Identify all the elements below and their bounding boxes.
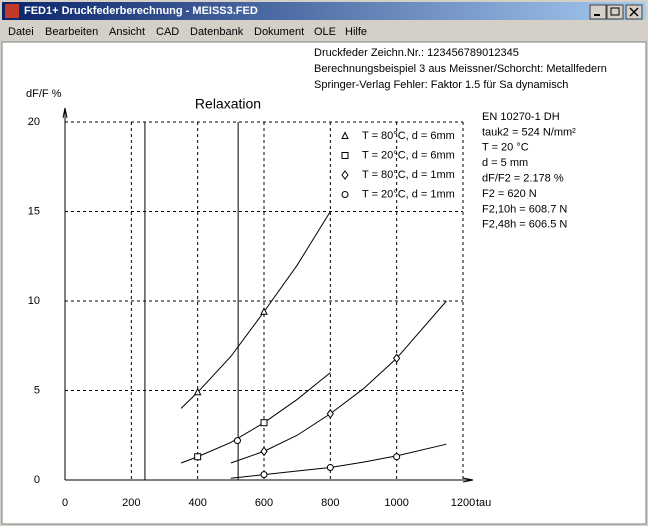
menu-item[interactable]: Dokument [254,26,304,38]
marker [193,387,202,396]
legend-label: T = 80°C, d = 6mm [362,130,455,142]
info-line: F2,48h = 606.5 N [482,219,567,231]
info-line: tauk2 = 524 N/mm² [482,126,576,138]
marker [260,307,268,315]
menu-item[interactable]: OLE [314,26,336,38]
legend-marker [341,191,349,198]
x-tick-label: 600 [255,497,273,509]
header-line: Berechnungsbeispiel 3 aus Meissner/Schor… [314,63,607,75]
window-buttons [589,4,643,20]
chart-title: Relaxation [195,96,261,112]
window-title: FED1+ Druckfederberechnung - MEISS3.FED [24,5,258,17]
info-line: d = 5 mm [482,157,528,169]
marker [260,471,268,479]
maximize-icon [610,7,620,16]
x-tick-label: 1000 [384,497,408,509]
x-tick-label: 800 [321,497,339,509]
header-line: Druckfeder Zeichn.Nr.: 123456789012345 [314,47,519,59]
y-tick-label: 20 [28,116,40,128]
title-bar [2,2,646,20]
menu-item[interactable]: Bearbeiten [45,26,98,38]
app-icon [5,4,19,18]
close-icon [629,7,639,17]
x-tick-label: 400 [188,497,206,509]
marker [260,419,268,427]
menu-item[interactable]: CAD [156,26,179,38]
y-tick-label: 15 [28,205,40,217]
marker [260,446,268,457]
info-line: F2,10h = 608.7 N [482,203,567,215]
info-line: T = 20 °C [482,142,529,154]
marker [233,437,241,445]
maximize-button[interactable] [606,4,624,20]
menu-item[interactable]: Datei [8,26,34,38]
y-axis-label: dF/F % [26,88,62,100]
legend-label: T = 80°C, d = 1mm [362,169,455,181]
menu-item[interactable]: Ansicht [109,26,145,38]
legend-label: T = 20°C, d = 6mm [362,149,455,161]
y-tick-label: 0 [34,474,40,486]
info-line: F2 = 620 N [482,188,537,200]
info-line: dF/F2 = 2.178 % [482,173,564,185]
marker [194,453,202,461]
legend-marker [341,131,349,139]
x-tick-label: 200 [122,497,140,509]
x-tick-label: 0 [62,497,68,509]
legend-marker [341,152,349,159]
legend-marker [341,170,349,180]
x-axis-arrow [462,477,474,483]
menu-item[interactable]: Hilfe [345,26,367,38]
y-axis-arrow [62,107,68,119]
marker [393,453,401,461]
x-axis-label: tau [476,497,491,509]
y-tick-label: 5 [34,384,40,396]
y-tick-label: 10 [28,295,40,307]
info-line: EN 10270-1 DH [482,111,560,123]
marker [326,408,334,419]
marker [326,463,334,471]
menu-bar: Datei Bearbeiten Ansicht CAD Datenbank Dokume… [8,26,367,38]
header-line: Springer-Verlag Fehler: Faktor 1.5 für S… [314,79,568,91]
marker [393,353,401,364]
x-tick-label: 1200 [451,497,475,509]
menu-item[interactable]: Datenbank [190,26,244,38]
minimize-button[interactable] [589,4,607,20]
legend-label: T = 20°C, d = 1mm [362,188,455,200]
